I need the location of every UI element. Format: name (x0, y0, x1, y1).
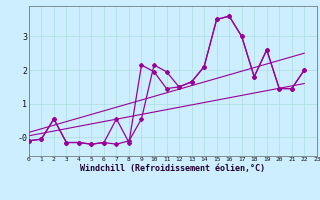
X-axis label: Windchill (Refroidissement éolien,°C): Windchill (Refroidissement éolien,°C) (80, 164, 265, 173)
